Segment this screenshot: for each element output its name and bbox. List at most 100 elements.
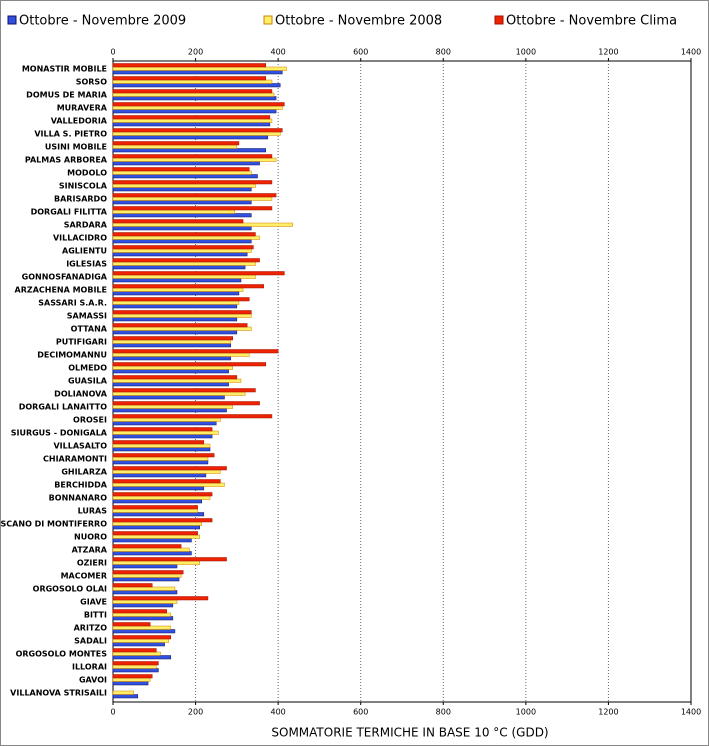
bar: [112, 219, 244, 224]
x-tick-label: 1000: [516, 48, 536, 57]
bar: [112, 128, 283, 133]
bar: [112, 167, 250, 172]
bar: [112, 681, 149, 686]
bar: [112, 131, 281, 136]
bar: [112, 174, 258, 179]
bar: [112, 635, 172, 640]
bar: [112, 382, 229, 387]
bar: [112, 401, 260, 406]
bar: [112, 573, 182, 578]
bar: [112, 274, 256, 279]
bar: [112, 187, 252, 192]
bar: [112, 453, 215, 458]
category-label: VALLEDORIA: [51, 117, 108, 126]
bar: [112, 651, 161, 656]
bar: [112, 534, 200, 539]
bar: [112, 538, 192, 543]
category-label: MURAVERA: [57, 104, 108, 113]
bar: [112, 213, 252, 218]
category-label: SINISCOLA: [59, 182, 108, 191]
bar: [112, 66, 287, 71]
bar: [112, 239, 252, 244]
x-tick-label: 1200: [598, 48, 618, 57]
category-label: DOMUS DE MARIA: [26, 91, 108, 100]
bar: [112, 427, 213, 432]
bar: [112, 258, 260, 263]
bar: [112, 586, 176, 591]
bar: [112, 76, 267, 81]
category-label: SADALI: [74, 637, 107, 646]
bar: [112, 252, 248, 257]
bar: [112, 287, 244, 292]
bar: [112, 505, 198, 510]
bar: [112, 222, 293, 227]
category-label: OZIERI: [77, 559, 107, 568]
bar: [112, 583, 153, 588]
bar: [112, 154, 273, 159]
bar: [112, 339, 231, 344]
bar: [112, 547, 190, 552]
bar: [112, 196, 273, 201]
bar: [112, 421, 217, 426]
bar: [112, 521, 203, 526]
bar: [112, 482, 225, 487]
bar: [112, 141, 240, 146]
category-label: VILLACIDRO: [53, 234, 107, 243]
bar: [112, 118, 273, 123]
x-tick-label: 1400: [681, 48, 701, 57]
category-label: USINI MOBILE: [45, 143, 107, 152]
category-label: GUASILA: [68, 377, 108, 386]
bar: [112, 674, 153, 679]
legend-swatch: [7, 15, 17, 25]
bar: [112, 206, 273, 211]
bar: [112, 122, 271, 127]
bar: [112, 248, 252, 253]
bar: [112, 404, 233, 409]
category-label: VILLANOVA STRISAILI: [10, 689, 107, 698]
category-label: IGLESIAS: [66, 260, 107, 269]
bar: [112, 456, 209, 461]
bar: [112, 83, 281, 88]
bar: [112, 460, 209, 465]
bar: [112, 180, 273, 185]
category-label: LURAS: [78, 507, 108, 516]
category-label: SASSARI S.A.R.: [38, 299, 107, 308]
bar: [112, 655, 172, 660]
category-label: NUORO: [74, 533, 107, 542]
x-tick-label: 200: [188, 708, 203, 717]
category-label: PALMAS ARBOREA: [25, 156, 108, 165]
bar: [112, 395, 225, 400]
category-label: OROSEI: [73, 416, 107, 425]
category-label: GAVOI: [79, 676, 107, 685]
bar: [112, 508, 198, 513]
category-label: ARITZO: [74, 624, 108, 633]
category-label: ORGOSOLO MONTES: [16, 650, 108, 659]
category-label: AGLIENTU: [62, 247, 107, 256]
x-tick-label: 800: [436, 708, 451, 717]
bar: [112, 417, 221, 422]
legend-swatch: [263, 15, 273, 25]
category-label: VILLASALTO: [53, 442, 107, 451]
legend-label: Ottobre - Novembre Clima: [506, 14, 677, 29]
category-label: GONNOSFANADIGA: [22, 273, 108, 282]
bar: [112, 625, 172, 630]
bar: [112, 434, 213, 439]
bar: [112, 690, 134, 695]
bar: [112, 92, 275, 97]
bar: [112, 144, 238, 149]
bar: [112, 235, 260, 240]
bar: [112, 668, 159, 673]
bar: [112, 317, 238, 322]
bar: [112, 115, 271, 120]
legend-label: Ottobre - Novembre 2009: [19, 14, 186, 29]
x-axis-title: SOMMATORIE TERMICHE IN BASE 10 °C (GDD): [271, 726, 548, 740]
bar: [112, 590, 178, 595]
bar: [112, 79, 273, 84]
bar: [112, 479, 221, 484]
bar: [112, 531, 198, 536]
bar: [112, 560, 200, 565]
x-tick-label: 400: [271, 48, 286, 57]
bar: [112, 102, 285, 107]
legend-label: Ottobre - Novembre 2008: [275, 14, 442, 29]
